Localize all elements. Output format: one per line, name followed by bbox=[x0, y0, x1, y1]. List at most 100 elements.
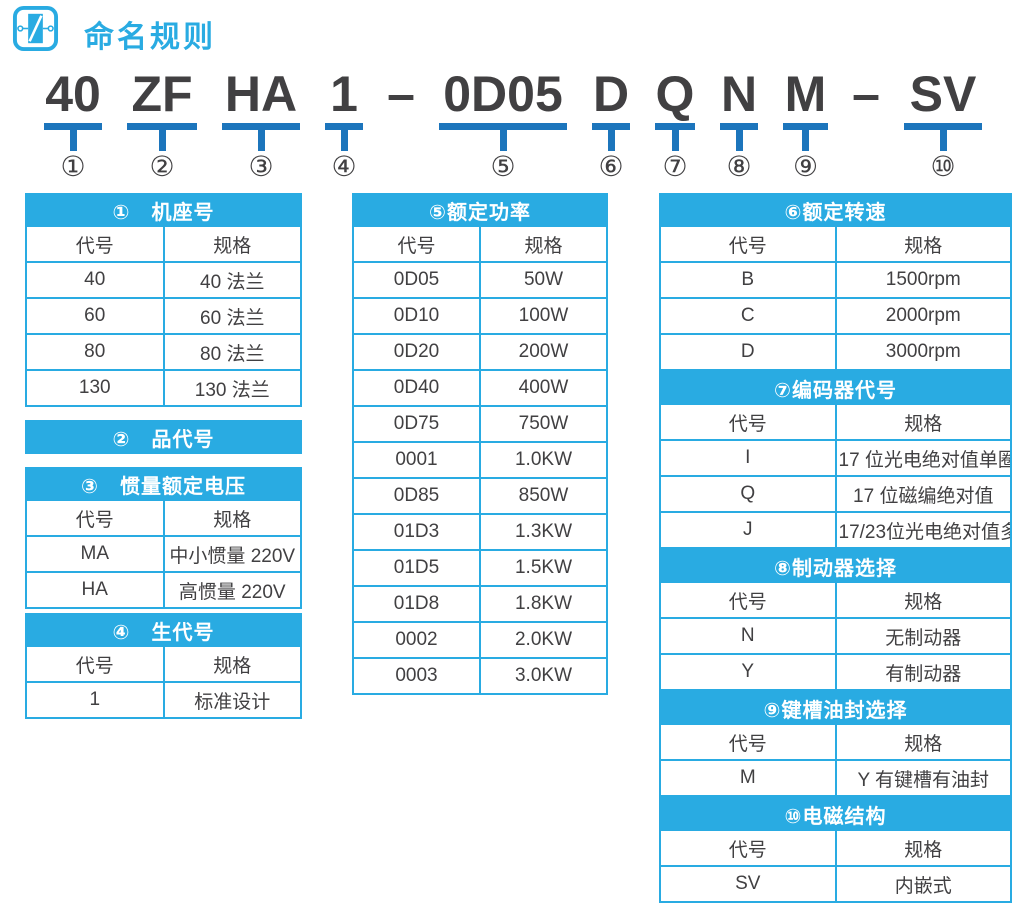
spec-cell: 17 位磁编绝对值 bbox=[834, 475, 1012, 513]
code-segment-text: M bbox=[784, 66, 827, 122]
code-segment-number: ⑤ bbox=[490, 151, 516, 182]
table-title: ⑦编码器代号 bbox=[659, 371, 1012, 405]
code-segment-text: 0D05 bbox=[443, 66, 563, 122]
code-segment: M ⑨ bbox=[783, 68, 828, 182]
table-row: 0D05 50W bbox=[352, 261, 608, 299]
code-underline bbox=[783, 123, 828, 130]
code-stem bbox=[499, 130, 507, 151]
code-underline bbox=[44, 123, 102, 130]
col-header-spec: 规格 bbox=[162, 645, 302, 683]
table-title: ② 品代号 bbox=[25, 420, 302, 454]
code-separator-dash: – bbox=[852, 66, 880, 122]
code-cell: Q bbox=[659, 475, 837, 513]
code-cell: 0D20 bbox=[352, 333, 481, 371]
code-underline bbox=[439, 123, 567, 130]
spec-cell: 60 法兰 bbox=[162, 297, 302, 335]
col-header-code: 代号 bbox=[659, 723, 837, 761]
code-cell: 1 bbox=[25, 681, 165, 719]
code-cell: 60 bbox=[25, 297, 165, 335]
spec-cell: 3000rpm bbox=[834, 333, 1012, 371]
table-magnetic-structure: ⑩电磁结构 代号 规格 SV 内嵌式 bbox=[659, 797, 1012, 903]
code-cell: 0001 bbox=[352, 441, 481, 479]
column-middle: ⑤额定功率 代号 规格 0D05 50W 0D10 100W bbox=[352, 193, 608, 695]
table-frame-size: ① 机座号 代号 规格 40 40 法兰 60 60 法兰 bbox=[25, 193, 302, 407]
table-row: 0D75 750W bbox=[352, 405, 608, 443]
code-segment-number: ⑦ bbox=[662, 151, 688, 182]
code-underline bbox=[127, 123, 197, 130]
code-stem bbox=[939, 130, 947, 151]
col-header-code: 代号 bbox=[659, 829, 837, 867]
code-segment-number: ② bbox=[149, 151, 175, 182]
table-row: 0D10 100W bbox=[352, 297, 608, 335]
code-cell: J bbox=[659, 511, 837, 549]
col-header-spec: 规格 bbox=[834, 829, 1012, 867]
table-row: D 3000rpm bbox=[659, 333, 1012, 371]
table-row: 01D5 1.5KW bbox=[352, 549, 608, 587]
code-separator-dash: – bbox=[387, 66, 415, 122]
code-cell: 01D3 bbox=[352, 513, 481, 551]
table-row: 130 130 法兰 bbox=[25, 369, 302, 407]
table-brake-option: ⑧制动器选择 代号 规格 N 无制动器 Y 有制动器 bbox=[659, 549, 1012, 691]
table-encoder-code: ⑦编码器代号 代号 规格 I 17 位光电绝对值单圈 Q 17 位磁编绝对值 bbox=[659, 371, 1012, 549]
spec-cell: 3.0KW bbox=[479, 657, 608, 695]
spec-cell: 17/23位光电绝对值多圈 bbox=[834, 511, 1012, 549]
table-row: 01D8 1.8KW bbox=[352, 585, 608, 623]
code-segment: 40 ① bbox=[44, 68, 102, 182]
spec-cell: 中小惯量 220V bbox=[162, 535, 302, 573]
spec-cell: 17 位光电绝对值单圈 bbox=[834, 439, 1012, 477]
code-segment-text: 40 bbox=[45, 66, 101, 122]
table-row: 0D40 400W bbox=[352, 369, 608, 407]
spec-cell: 1.5KW bbox=[479, 549, 608, 587]
code-stem bbox=[607, 130, 615, 151]
table-title: ④ 生代号 bbox=[25, 613, 302, 647]
code-stem bbox=[69, 130, 77, 151]
table-row: M Y 有键槽有油封 bbox=[659, 759, 1012, 797]
code-cell: SV bbox=[659, 865, 837, 903]
table-title: ⑩电磁结构 bbox=[659, 797, 1012, 831]
table-row: C 2000rpm bbox=[659, 297, 1012, 335]
table-row: 0003 3.0KW bbox=[352, 657, 608, 695]
code-cell: 40 bbox=[25, 261, 165, 299]
column-right: ⑥额定转速 代号 规格 B 1500rpm C 2000rpm bbox=[659, 193, 1012, 903]
code-segment-number: ③ bbox=[248, 151, 274, 182]
code-cell: B bbox=[659, 261, 837, 299]
code-cell: C bbox=[659, 297, 837, 335]
code-segment: Q ⑦ bbox=[655, 68, 695, 182]
code-cell: 80 bbox=[25, 333, 165, 371]
code-cell: 0D75 bbox=[352, 405, 481, 443]
code-segment-text: D bbox=[592, 66, 630, 122]
code-cell: 0D05 bbox=[352, 261, 481, 299]
col-header-code: 代号 bbox=[659, 403, 837, 441]
table-row: HA 高惯量 220V bbox=[25, 571, 302, 609]
code-stem bbox=[158, 130, 166, 151]
col-header-code: 代号 bbox=[25, 499, 165, 537]
table-row: I 17 位光电绝对值单圈 bbox=[659, 439, 1012, 477]
spec-cell: 100W bbox=[479, 297, 608, 335]
table-title: ① 机座号 bbox=[25, 193, 302, 227]
table-title: ⑨键槽油封选择 bbox=[659, 691, 1012, 725]
col-header-code: 代号 bbox=[25, 645, 165, 683]
code-cell: 0002 bbox=[352, 621, 481, 659]
col-header-code: 代号 bbox=[659, 581, 837, 619]
code-segment: SV ⑩ bbox=[904, 68, 982, 182]
code-segment: N ⑧ bbox=[720, 68, 758, 182]
col-header-code: 代号 bbox=[25, 225, 165, 263]
code-segment: ZF ② bbox=[127, 68, 197, 182]
table-title: ⑤额定功率 bbox=[352, 193, 608, 227]
table-row: 0D85 850W bbox=[352, 477, 608, 515]
spec-cell: 750W bbox=[479, 405, 608, 443]
col-header-spec: 规格 bbox=[479, 225, 608, 263]
page-title: 命名规则 bbox=[84, 21, 216, 54]
table-title: ⑥额定转速 bbox=[659, 193, 1012, 227]
table-rated-speed: ⑥额定转速 代号 规格 B 1500rpm C 2000rpm bbox=[659, 193, 1012, 371]
code-separator: – bbox=[852, 66, 880, 122]
code-segment: 0D05 ⑤ bbox=[439, 68, 567, 182]
spec-cell: 1.3KW bbox=[479, 513, 608, 551]
table-row: 01D3 1.3KW bbox=[352, 513, 608, 551]
table-row: 0002 2.0KW bbox=[352, 621, 608, 659]
table-product-code: ② 品代号 bbox=[25, 420, 302, 454]
code-segment-text: N bbox=[720, 66, 758, 122]
code-stem bbox=[671, 130, 679, 151]
spec-cell: 130 法兰 bbox=[162, 369, 302, 407]
